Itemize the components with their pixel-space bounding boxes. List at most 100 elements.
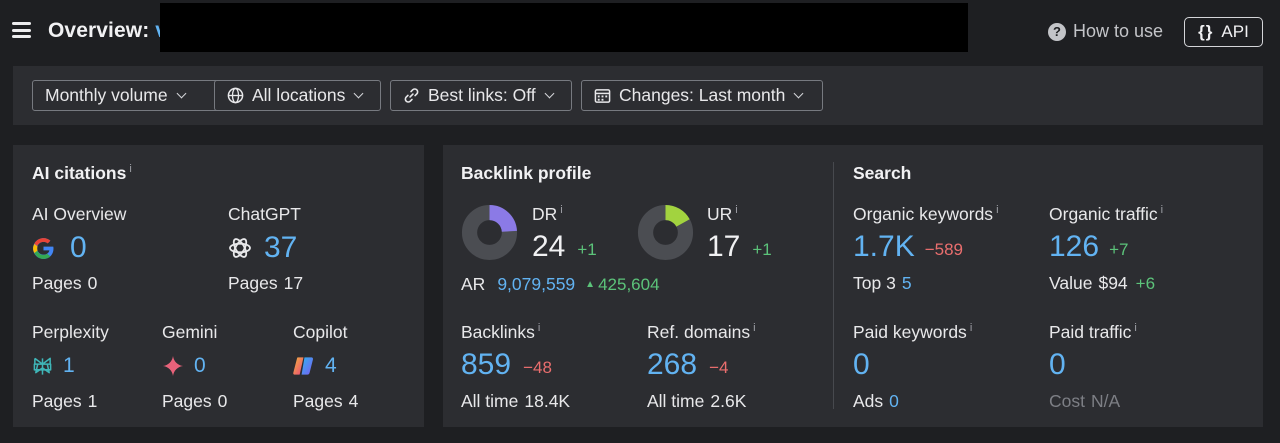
cost-label: Cost: [1049, 391, 1085, 411]
organic-traffic-label: Organic traffic i: [1049, 204, 1163, 225]
search-title: Search: [853, 163, 912, 183]
info-icon[interactable]: i: [560, 204, 563, 217]
ar-value[interactable]: 9,079,559: [497, 274, 576, 294]
page-title-text: Overview:: [48, 19, 150, 42]
menu-icon[interactable]: [12, 22, 31, 38]
all-time-label: All time: [461, 391, 519, 411]
organic-keywords-value[interactable]: 1.7K: [853, 230, 915, 263]
gemini-value[interactable]: 0: [194, 354, 206, 377]
redacted-area: [160, 3, 968, 52]
organic-traffic-value[interactable]: 126: [1049, 230, 1100, 263]
pages-label: Pages: [293, 391, 343, 411]
paid-keywords-label: Paid keywords i: [853, 322, 972, 343]
ai-overview-value[interactable]: 0: [70, 231, 87, 264]
backlink-profile-title: Backlink profile: [461, 163, 592, 183]
metrics-panel: [443, 145, 1263, 427]
dr-delta: +1: [577, 240, 597, 259]
ref-domains-all-time: All time 2.6K: [647, 391, 746, 412]
ar-delta: 425,604: [598, 274, 660, 294]
ref-domains-metric: 268 −4: [647, 348, 728, 382]
copilot-metric: 4: [292, 354, 337, 378]
dr-label-text: DR: [532, 204, 558, 224]
ai-citations-panel: [13, 145, 424, 427]
traffic-value-row: Value $94 +6: [1049, 273, 1155, 294]
info-icon[interactable]: i: [1160, 204, 1164, 217]
pages-label: Pages: [32, 273, 82, 293]
chatgpt-icon: [229, 238, 251, 258]
pages-label: Pages: [32, 391, 82, 411]
info-icon[interactable]: i: [1134, 322, 1137, 335]
chatgpt-pages: Pages 17: [228, 273, 303, 294]
dr-metric: 24 +1: [532, 230, 597, 264]
top3-label: Top 3: [853, 273, 896, 293]
chatgpt-metric: 37: [227, 231, 297, 265]
globe-icon: [227, 87, 244, 104]
ur-label: UR i: [707, 204, 738, 225]
organic-keywords-label-text: Organic keywords: [853, 204, 994, 224]
google-icon: [33, 237, 54, 259]
ai-citations-title: AI citations i: [32, 163, 132, 184]
filter-label: Best links: Off: [428, 85, 536, 105]
backlinks-label-text: Backlinks: [461, 322, 535, 342]
how-to-use-label: How to use: [1073, 21, 1164, 41]
perplexity-label: Perplexity: [32, 322, 109, 342]
info-icon[interactable]: i: [753, 322, 756, 335]
top3-value[interactable]: 5: [901, 273, 912, 293]
up-arrow-icon: ▲: [585, 279, 596, 290]
ar-row: AR 9,079,559 ▲ 425,604: [461, 274, 660, 295]
traffic-value-amount: $94: [1098, 273, 1128, 293]
dr-ring-chart: [461, 204, 518, 261]
backlinks-all-time: All time 18.4K: [461, 391, 570, 412]
organic-keywords-label: Organic keywords i: [853, 204, 999, 225]
paid-keywords-value[interactable]: 0: [853, 348, 870, 381]
backlinks-value[interactable]: 859: [461, 348, 512, 381]
paid-keywords-label-text: Paid keywords: [853, 322, 967, 342]
ads-label: Ads: [853, 391, 884, 411]
perplexity-metric: 1: [32, 354, 75, 378]
info-icon[interactable]: i: [735, 204, 738, 217]
chevron-down-icon: [176, 88, 187, 99]
paid-traffic-metric: 0: [1049, 348, 1066, 382]
ur-ring-chart: [637, 204, 694, 261]
api-button[interactable]: {} API: [1184, 17, 1263, 47]
how-to-use-link[interactable]: ? How to use: [1048, 21, 1163, 42]
all-time-value: 2.6K: [710, 391, 747, 411]
link-icon: [404, 88, 419, 103]
calendar-icon: [594, 89, 611, 103]
organic-traffic-metric: 126 +7: [1049, 230, 1128, 264]
copilot-icon: [293, 357, 314, 375]
changes-dropdown[interactable]: Changes: Last month: [581, 80, 823, 111]
paid-traffic-value[interactable]: 0: [1049, 348, 1066, 381]
api-label: API: [1221, 22, 1249, 41]
ur-ring-arc: [637, 204, 694, 261]
best-links-dropdown[interactable]: Best links: Off: [390, 80, 572, 111]
locations-dropdown[interactable]: All locations: [214, 80, 381, 111]
section-divider: [833, 162, 834, 409]
info-icon[interactable]: i: [996, 204, 999, 217]
ads-value[interactable]: 0: [889, 391, 899, 411]
info-icon[interactable]: i: [537, 322, 541, 335]
monthly-volume-dropdown[interactable]: Monthly volume: [32, 80, 224, 111]
ai-citations-title-text: AI citations: [32, 163, 127, 183]
perplexity-value[interactable]: 1: [63, 354, 75, 377]
all-time-value: 18.4K: [524, 391, 571, 411]
traffic-value-delta: +6: [1135, 274, 1156, 293]
code-braces-icon: {}: [1198, 22, 1214, 41]
backlinks-metric: 859 −48: [461, 348, 552, 382]
chevron-down-icon: [353, 88, 364, 99]
info-icon[interactable]: i: [969, 322, 973, 335]
paid-traffic-label: Paid traffic i: [1049, 322, 1137, 343]
ai-overview-pages: Pages 0: [32, 273, 97, 294]
all-time-label: All time: [647, 391, 705, 411]
perplexity-icon: [33, 357, 52, 375]
chatgpt-value[interactable]: 37: [264, 231, 298, 264]
info-icon[interactable]: i: [129, 163, 132, 176]
organic-keywords-delta: −589: [924, 240, 964, 259]
filter-label: All locations: [252, 85, 346, 105]
paid-traffic-label-text: Paid traffic: [1049, 322, 1132, 342]
copilot-value[interactable]: 4: [325, 354, 337, 377]
ref-domains-value[interactable]: 268: [647, 348, 698, 381]
gemini-icon: [163, 356, 183, 376]
organic-traffic-delta: +7: [1109, 240, 1129, 259]
